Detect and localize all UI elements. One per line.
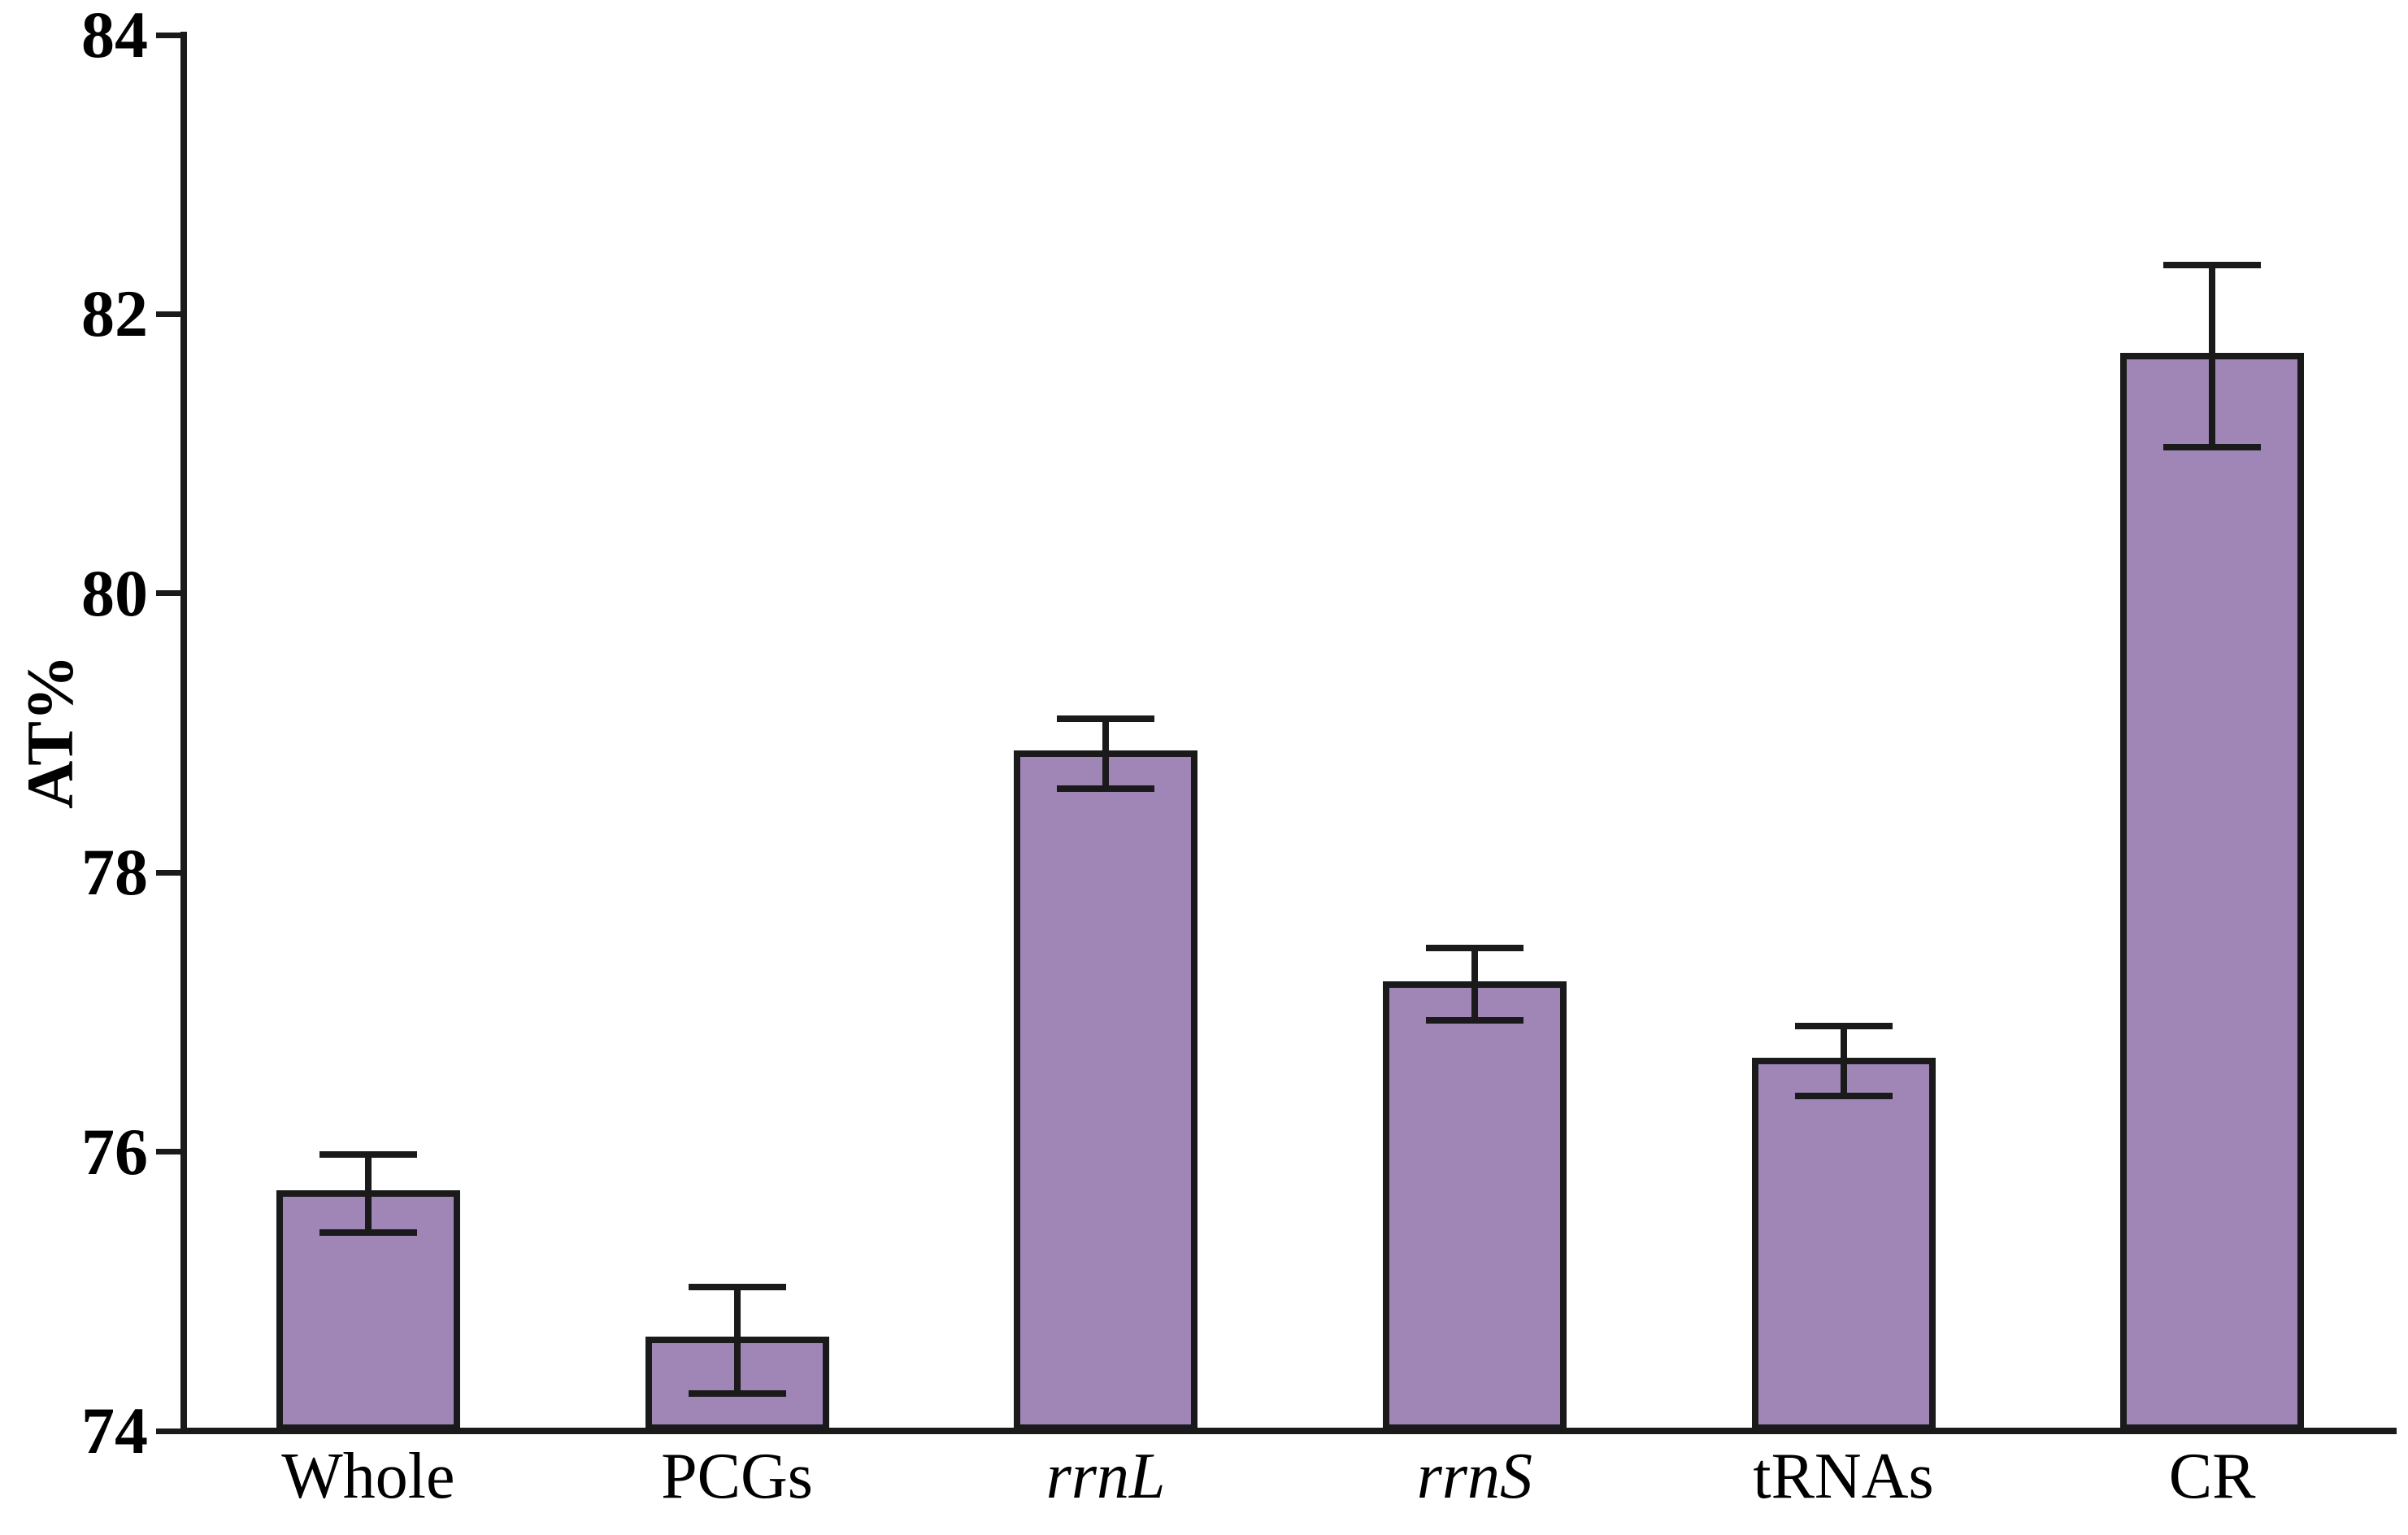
error-bar-cap-top <box>1794 1023 1893 1030</box>
y-axis-tick-label: 74 <box>81 1394 148 1468</box>
error-bar-line <box>364 1155 372 1233</box>
error-bar-line <box>1102 719 1110 789</box>
y-axis-tick-label: 84 <box>81 0 148 72</box>
error-bar-cap-bottom <box>688 1389 786 1397</box>
x-axis-category-label: rrnS <box>1416 1441 1532 1512</box>
x-axis-category-label: Whole <box>281 1441 455 1512</box>
x-axis-category-label: CR <box>2168 1441 2256 1512</box>
error-bar-line <box>1840 1026 1847 1096</box>
error-bar-cap-bottom <box>319 1229 417 1237</box>
y-axis-tick-label: 82 <box>81 276 148 351</box>
bar <box>2120 352 2305 1431</box>
y-axis-tick <box>156 590 184 597</box>
bar <box>1751 1057 1936 1431</box>
y-axis-tick-label: 80 <box>81 555 148 630</box>
y-axis-tick <box>156 869 184 876</box>
error-bar-cap-bottom <box>1425 1017 1523 1024</box>
y-axis-tick <box>156 1428 184 1434</box>
error-bar-line <box>2209 265 2216 447</box>
error-bar-cap-bottom <box>1794 1092 1893 1099</box>
y-axis-tick <box>156 32 184 38</box>
error-bar-cap-top <box>2163 262 2262 269</box>
error-bar-cap-bottom <box>2163 443 2262 450</box>
y-axis-tick <box>156 311 184 317</box>
error-bar-line <box>1471 947 1478 1021</box>
y-axis-tick-label: 76 <box>81 1114 148 1189</box>
error-bar-cap-top <box>1057 715 1155 723</box>
error-bar-cap-top <box>688 1284 786 1291</box>
y-axis-line <box>180 32 187 1434</box>
error-bar-cap-top <box>1425 944 1523 951</box>
bar <box>1382 981 1567 1431</box>
x-axis-category-label: tRNAs <box>1753 1441 1934 1512</box>
y-axis-tick-label: 78 <box>81 835 148 910</box>
y-axis-tick <box>156 1149 184 1155</box>
error-bar-cap-top <box>319 1151 417 1159</box>
x-axis-category-label: rrnL <box>1045 1441 1166 1512</box>
x-axis-category-label: PCGs <box>661 1441 813 1512</box>
x-axis-line <box>180 1428 2397 1434</box>
bar <box>1014 750 1198 1431</box>
error-bar-line <box>733 1287 741 1394</box>
error-bar-cap-bottom <box>1057 785 1155 793</box>
